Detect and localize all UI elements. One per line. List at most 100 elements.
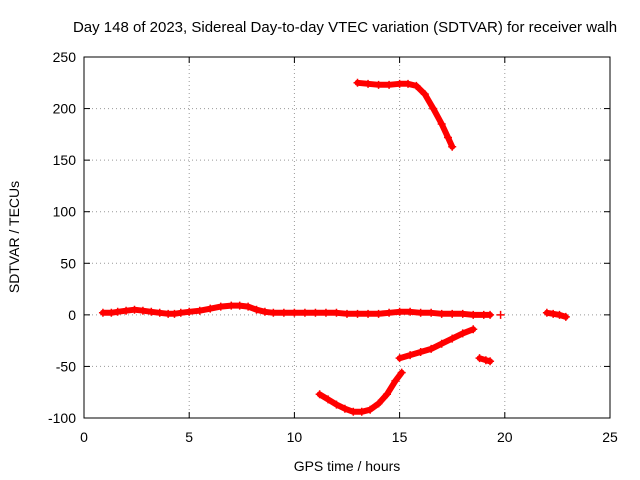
data-point [155, 308, 164, 317]
data-point [427, 308, 436, 317]
data-point [542, 308, 551, 317]
data-point [176, 308, 185, 317]
data-point [244, 302, 253, 311]
series-late-cluster [542, 308, 570, 321]
data-point [290, 308, 299, 317]
data-point [170, 309, 179, 318]
data-point [475, 354, 484, 363]
data-point [340, 404, 349, 413]
data-point [429, 104, 438, 113]
data-point [315, 390, 324, 399]
data-point [416, 308, 425, 317]
data-point [374, 399, 383, 408]
x-tick-label: 0 [80, 429, 88, 445]
data-point [216, 302, 225, 311]
y-tick-label: 200 [53, 101, 77, 117]
data-point [235, 301, 244, 310]
data-point [324, 395, 333, 404]
data-point [406, 307, 415, 316]
data-point [420, 90, 429, 99]
data-point [486, 310, 495, 319]
data-point [279, 308, 288, 317]
grid-lines [84, 57, 610, 418]
data-point [321, 308, 330, 317]
y-tick-label: -100 [48, 410, 76, 426]
y-tick-label: 0 [68, 307, 76, 323]
series-upper-arc [353, 78, 457, 151]
data-point [374, 80, 383, 89]
data-point [486, 357, 495, 366]
data-point [437, 120, 446, 129]
data-point [107, 308, 116, 317]
x-tick-label: 15 [392, 429, 408, 445]
series-trace [316, 369, 405, 415]
data-point [561, 312, 570, 321]
data-point [404, 79, 413, 88]
series-lower-dip [315, 368, 406, 416]
data-point [412, 81, 421, 90]
data-point [122, 306, 131, 315]
data-point [555, 310, 564, 319]
data-point [458, 329, 467, 338]
data-point [113, 307, 122, 316]
data-point [332, 308, 341, 317]
x-axis-label: GPS time / hours [294, 458, 401, 474]
data-point [448, 309, 457, 318]
chart-title: Day 148 of 2023, Sidereal Day-to-day VTE… [73, 19, 617, 36]
data-point [138, 306, 147, 315]
data-point [437, 309, 446, 318]
series-isolated-cluster [475, 354, 495, 366]
data-point [469, 325, 478, 334]
data-point [227, 301, 236, 310]
data-point [391, 376, 400, 385]
data-point [443, 133, 452, 142]
data-point [260, 307, 269, 316]
data-point [185, 307, 194, 316]
data-point [357, 407, 366, 416]
y-tick-label: 250 [53, 49, 77, 65]
data-point [98, 308, 107, 317]
data-point [549, 309, 558, 318]
data-point [395, 307, 404, 316]
x-tick-label: 5 [185, 429, 193, 445]
data-point [364, 79, 373, 88]
data-point [448, 334, 457, 343]
x-tick-label: 25 [602, 429, 618, 445]
data-point [349, 407, 358, 416]
data-point [448, 142, 457, 151]
y-axis-label: SDTVAR / TECUs [6, 181, 22, 293]
plot-frame [83, 56, 611, 419]
data-point [147, 307, 156, 316]
data-point [311, 308, 320, 317]
series-baseline-isolated [496, 310, 505, 319]
data-point [416, 347, 425, 356]
data-point [395, 79, 404, 88]
data-point [343, 309, 351, 318]
data-point [385, 80, 394, 89]
data-point [366, 405, 375, 414]
series-main-baseline [98, 301, 495, 319]
data-point [496, 310, 505, 319]
data-point [332, 400, 341, 409]
data-point [481, 356, 490, 365]
data-point [385, 308, 394, 317]
data-point [374, 309, 383, 318]
data-point [252, 305, 261, 314]
data-points [98, 78, 570, 416]
y-tick-label: 50 [60, 255, 76, 271]
data-point [382, 390, 391, 399]
data-point [353, 78, 362, 87]
data-point [300, 308, 309, 317]
y-tick-label: 100 [53, 204, 77, 220]
series-lower-rise [395, 325, 478, 363]
data-point [364, 309, 373, 318]
series-trace [354, 79, 456, 150]
axis-ticks: 0 5 10 15 20 25 -100 -50 0 50 100 150 200 250 [48, 49, 618, 445]
data-point [130, 305, 139, 314]
data-point [469, 310, 478, 319]
data-point [195, 306, 204, 315]
x-tick-label: 10 [287, 429, 303, 445]
data-point [269, 308, 278, 317]
data-point [353, 309, 362, 318]
